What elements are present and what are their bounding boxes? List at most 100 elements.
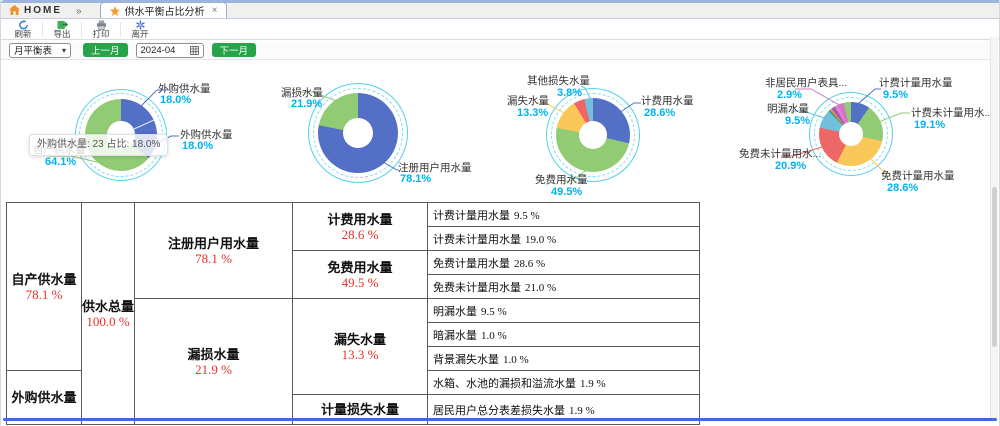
- segment-label: 漏失水量: [507, 95, 549, 107]
- segment-percent: 19.1%: [914, 119, 946, 131]
- segment-label: 非居民用户表具...: [765, 77, 848, 89]
- chevron-down-icon: ▾: [61, 45, 66, 55]
- segment-label: 注册用户用水量: [398, 162, 472, 174]
- home-button[interactable]: HOME: [9, 2, 62, 18]
- tab-overflow-chevrons[interactable]: »: [76, 6, 82, 17]
- segment-label: 计费计量用水量: [879, 77, 953, 89]
- toolbar-separator: [120, 22, 121, 37]
- segment-percent: 49.5%: [551, 186, 583, 198]
- donut-detailed-usage[interactable]: [819, 102, 883, 166]
- toolbar-separator: [42, 22, 43, 37]
- segment-percent: 64.1%: [45, 156, 77, 168]
- prev-month-button[interactable]: 上一月: [83, 43, 128, 57]
- cell-leakage: 漏失水量 13.3 %: [292, 298, 428, 395]
- table-row: 背景漏失水量 1.0 %: [7, 346, 700, 371]
- month-picker-input[interactable]: 2024-04: [135, 42, 204, 58]
- horizontal-scrollbar-thumb[interactable]: [3, 418, 997, 421]
- cell-leaf: 免费计量用水量 28.6 %: [427, 250, 700, 275]
- table-row: 自产供水量 78.1 % 供水总量 100.0 % 注册用户用水量 78.1 % 计费…: [6, 202, 700, 425]
- home-icon: [9, 5, 20, 15]
- export-icon: [57, 20, 68, 30]
- segment-percent: 21.9%: [291, 98, 323, 110]
- segment-percent: 9.5%: [785, 115, 811, 127]
- chart-detailed-usage[interactable]: 非居民用户表具... 2.9% 计费计量用水量 9.5% 计费未计量用水... …: [731, 60, 999, 202]
- donut-usage-loss[interactable]: [556, 98, 630, 172]
- segment-label: 明漏水量: [767, 103, 809, 115]
- segment-label: 外购供水量: [158, 83, 211, 95]
- tab-label: 供水平衡占比分析: [124, 7, 205, 18]
- cell-leaf: 计费未计量用水量 19.0 %: [427, 226, 700, 251]
- cell-registered-usage: 注册用户用水量 78.1 %: [134, 202, 293, 299]
- home-label: HOME: [24, 4, 62, 16]
- cell-leaf: 暗漏水量 1.0 %: [427, 322, 700, 347]
- segment-percent: 3.8%: [557, 87, 583, 99]
- table-row: 计费未计量用水量 19.0 %: [7, 226, 700, 251]
- cell-leaf: 明漏水量 9.5 %: [427, 298, 700, 323]
- tab-icon: [109, 5, 120, 16]
- cell-self-produced: 自产供水量 78.1 %: [6, 202, 82, 371]
- segment-percent: 2.9%: [777, 89, 803, 101]
- refresh-icon: [18, 20, 28, 30]
- chart-supply-composition[interactable]: 外购供水量 18.0% 外购供水量 18.0% 自产供水量 64.1% 外购供水…: [1, 60, 251, 202]
- report-type-select[interactable]: 月平衡表 ▾: [9, 42, 71, 58]
- segment-percent: 18.0%: [182, 140, 214, 152]
- refresh-button[interactable]: 刷新: [5, 20, 41, 39]
- cell-free-usage: 免费用水量 49.5 %: [292, 250, 428, 299]
- refresh-label: 刷新: [14, 29, 32, 39]
- print-icon: [96, 20, 106, 30]
- leave-button[interactable]: 离开: [122, 20, 158, 39]
- segment-label: 外购供水量: [180, 129, 233, 141]
- cell-leaf: 计费计量用水量 9.5 %: [427, 202, 700, 227]
- cell-leaf: 免费未计量用水量 21.0 %: [427, 274, 700, 299]
- next-month-button[interactable]: 下一月: [211, 43, 257, 57]
- calendar-icon: [189, 45, 199, 55]
- filter-bar: 月平衡表 ▾ 上一月 2024-04 下一月: [1, 41, 999, 60]
- export-label: 导出: [53, 29, 71, 39]
- segment-label: 免费未计量用水...: [739, 148, 822, 160]
- segment-label: 计费用水量: [641, 95, 694, 107]
- chart-tooltip: 外购供水量: 23 占比: 18.0%: [29, 134, 169, 156]
- cell-leaf: 水箱、水池的漏损和溢流水量 1.9 %: [427, 370, 700, 395]
- segment-label: 免费用水量: [535, 174, 588, 186]
- segment-percent: 9.5%: [883, 89, 909, 101]
- export-button[interactable]: 导出: [44, 20, 80, 39]
- cell-purchased: 外购供水量: [6, 370, 82, 425]
- segment-label: 其他损失水量: [527, 75, 590, 87]
- chart-total-supply[interactable]: 漏损水量 21.9% 注册用户用水量 78.1%: [251, 60, 491, 202]
- cell-billed-usage: 计费用水量 28.6 %: [292, 202, 428, 251]
- print-button[interactable]: 打印: [83, 20, 119, 39]
- window-top-edge: [1, 0, 999, 3]
- segment-percent: 18.0%: [160, 94, 192, 106]
- water-balance-table: 自产供水量 78.1 % 供水总量 100.0 % 注册用户用水量 78.1 % 计费…: [6, 202, 700, 425]
- tab-close-icon[interactable]: ×: [211, 5, 218, 16]
- chart-usage-loss[interactable]: 其他损失水量 3.8% 漏失水量 13.3% 计费用水量 28.6% 免费用水量…: [491, 60, 731, 202]
- segment-percent: 28.6%: [644, 107, 676, 119]
- month-picker-value: 2024-04: [140, 44, 176, 56]
- toolbar-separator: [81, 22, 82, 37]
- segment-percent: 20.9%: [775, 160, 807, 172]
- report-type-value: 月平衡表: [14, 46, 53, 57]
- segment-percent: 13.3%: [517, 107, 549, 119]
- segment-percent: 78.1%: [400, 173, 432, 185]
- vertical-scrollbar[interactable]: [990, 37, 998, 418]
- cell-leaf: 背景漏失水量 1.0 %: [427, 346, 700, 371]
- leave-label: 离开: [131, 29, 149, 39]
- table-row: 免费未计量用水量 21.0 %: [7, 274, 700, 299]
- table-row: 漏损水量 21.9 % 漏失水量 13.3 % 明漏水量 9.5 %: [7, 298, 700, 425]
- table-row: 免费用水量 49.5 % 免费计量用水量 28.6 %: [7, 250, 700, 299]
- vertical-scrollbar-thumb[interactable]: [992, 187, 997, 347]
- toolbar: 刷新 导出 打印 离开: [1, 20, 999, 40]
- cell-loss-total: 漏损水量 21.9 %: [134, 298, 293, 425]
- tab-active[interactable]: 供水平衡占比分析 ×: [99, 2, 228, 18]
- segment-label: 免费计量用水量: [881, 170, 955, 182]
- charts-row: 外购供水量 18.0% 外购供水量 18.0% 自产供水量 64.1% 外购供水…: [1, 60, 999, 202]
- segment-percent: 28.6%: [887, 182, 919, 194]
- donut-total-supply[interactable]: [318, 93, 398, 173]
- segment-label: 计费未计量用水...: [911, 107, 994, 119]
- tab-bar: HOME » 供水平衡占比分析 ×: [1, 2, 999, 19]
- table-row: 外购供水量 水箱、水池的漏损和溢流水量 1.9 %: [6, 370, 700, 425]
- print-label: 打印: [92, 29, 110, 39]
- cell-total-supply: 供水总量 100.0 %: [81, 202, 135, 425]
- leave-icon: [135, 20, 145, 30]
